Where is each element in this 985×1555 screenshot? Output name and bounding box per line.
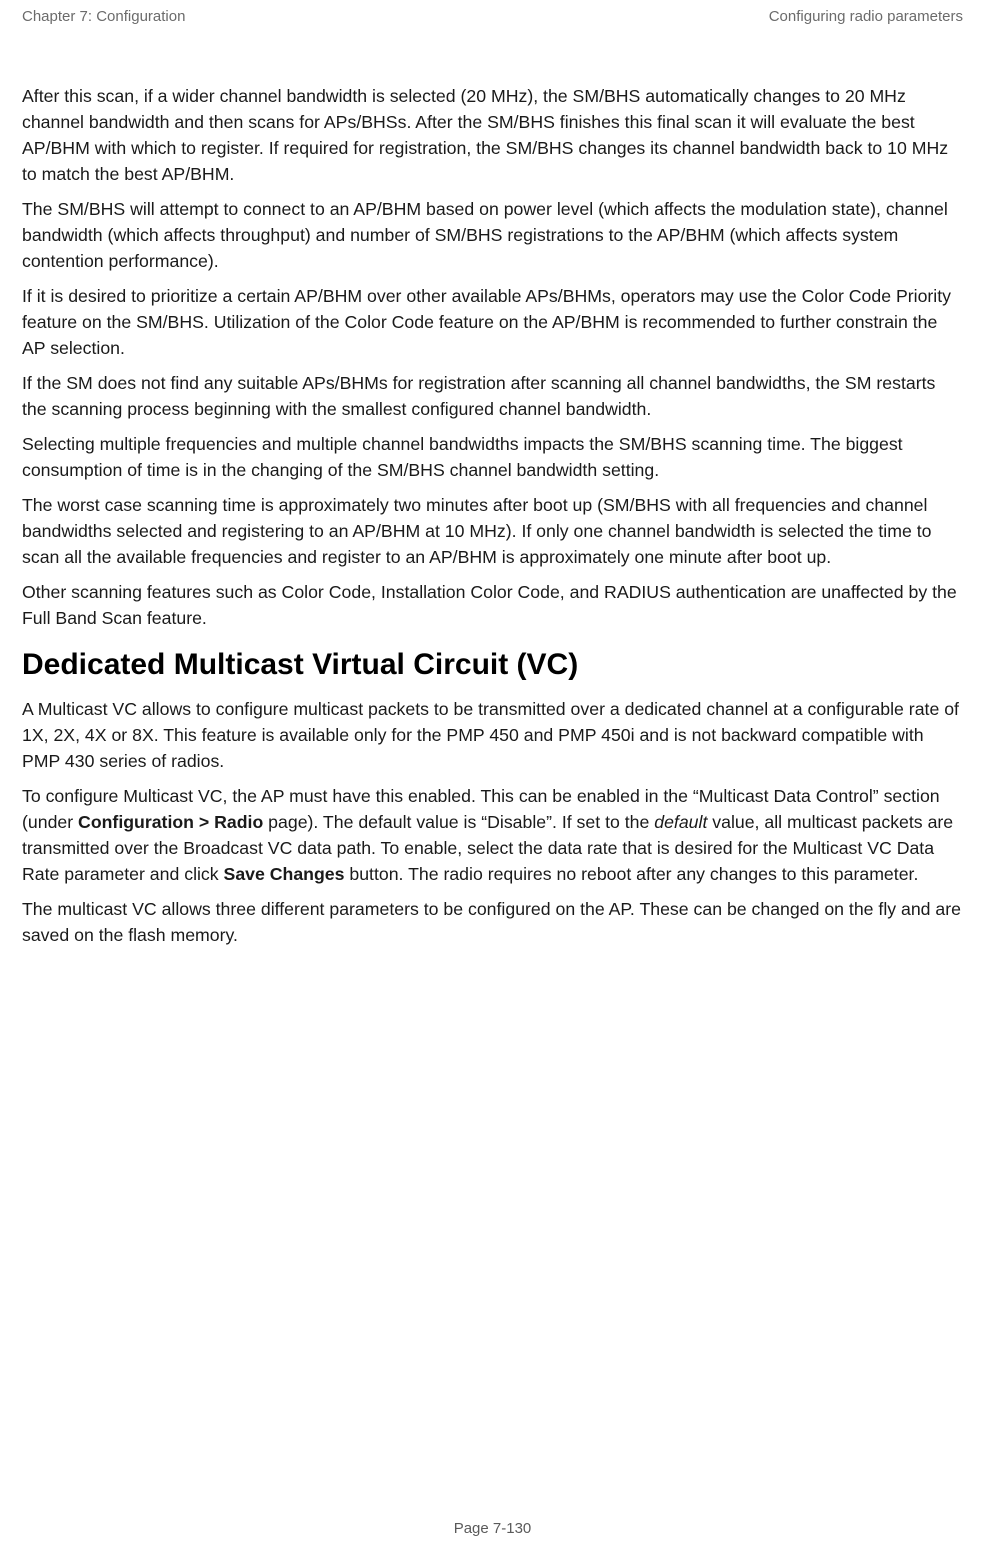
paragraph-5: Selecting multiple frequencies and multi… [22, 431, 963, 483]
page-header: Chapter 7: Configuration Configuring rad… [20, 8, 965, 25]
section-heading-multicast: Dedicated Multicast Virtual Circuit (VC) [22, 648, 963, 682]
p9-italic-default: default [654, 812, 707, 832]
page-footer: Page 7-130 [0, 1520, 985, 1537]
paragraph-7: Other scanning features such as Color Co… [22, 579, 963, 631]
paragraph-9: To configure Multicast VC, the AP must h… [22, 783, 963, 887]
paragraph-2: The SM/BHS will attempt to connect to an… [22, 196, 963, 274]
p9-bold-save-changes: Save Changes [224, 864, 345, 884]
body-column: After this scan, if a wider channel band… [20, 83, 965, 948]
p9-text-b: page). The default value is “Disable”. I… [263, 812, 654, 832]
paragraph-6: The worst case scanning time is approxim… [22, 492, 963, 570]
page-container: Chapter 7: Configuration Configuring rad… [0, 0, 985, 1555]
p9-text-d: button. The radio requires no reboot aft… [344, 864, 918, 884]
paragraph-8: A Multicast VC allows to configure multi… [22, 696, 963, 774]
paragraph-4: If the SM does not find any suitable APs… [22, 370, 963, 422]
paragraph-3: If it is desired to prioritize a certain… [22, 283, 963, 361]
header-right: Configuring radio parameters [769, 8, 963, 25]
header-left: Chapter 7: Configuration [22, 8, 185, 25]
paragraph-1: After this scan, if a wider channel band… [22, 83, 963, 187]
paragraph-10: The multicast VC allows three different … [22, 896, 963, 948]
p9-bold-configuration-radio: Configuration > Radio [78, 812, 263, 832]
